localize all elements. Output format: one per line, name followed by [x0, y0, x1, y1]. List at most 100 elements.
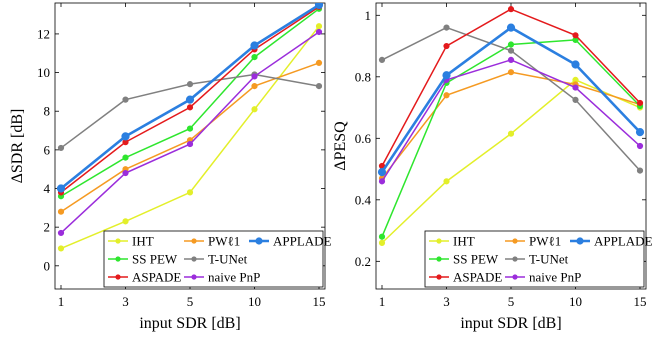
data-point — [443, 92, 450, 99]
legend-label: APPLADE — [594, 234, 653, 249]
x-tick-label: 5 — [508, 294, 515, 309]
data-point — [251, 106, 258, 113]
data-point — [122, 169, 129, 177]
data-point — [185, 95, 195, 104]
data-point — [572, 84, 579, 91]
legend-marker — [576, 237, 584, 245]
y-axis-label: ΔSDR [dB] — [9, 109, 26, 184]
legend-label: naive PnP — [208, 270, 260, 285]
x-tick-label: 10 — [248, 294, 261, 309]
data-point — [377, 168, 387, 177]
legend-label: SS PEW — [132, 252, 178, 267]
data-point — [250, 41, 259, 50]
data-point — [378, 178, 386, 185]
data-point — [57, 144, 65, 152]
data-point — [121, 132, 130, 141]
y-tick-label: 4 — [44, 181, 51, 196]
legend-marker — [255, 237, 263, 245]
legend-marker — [115, 238, 121, 244]
data-point — [186, 140, 194, 148]
data-point — [506, 23, 516, 32]
y-tick-label: 0 — [44, 258, 51, 273]
data-point — [57, 245, 65, 252]
x-axis-label: input SDR [dB] — [460, 315, 561, 332]
legend-label: IHT — [132, 234, 154, 249]
data-point — [443, 42, 450, 50]
legend-marker — [115, 256, 121, 262]
data-point — [636, 167, 644, 174]
legend-label: ASPADE — [453, 270, 502, 285]
y-tick-label: 0.4 — [355, 192, 372, 207]
data-point — [572, 32, 579, 39]
series-group — [377, 6, 645, 246]
legend-label: naive PnP — [529, 270, 581, 285]
legend: IHT PWℓ1 APPLADE SS PEW T-UNet ASPADE naive Pn… — [103, 230, 332, 288]
y-tick-label: 0.6 — [355, 131, 372, 146]
data-point — [186, 81, 194, 88]
legend-label: T-UNet — [529, 252, 569, 267]
data-point — [378, 56, 386, 63]
data-point — [507, 47, 515, 54]
y-tick-label: 2 — [44, 220, 51, 235]
data-point — [314, 3, 324, 10]
data-point — [507, 130, 515, 137]
y-axis-label: ΔPESQ — [332, 121, 349, 171]
data-point — [56, 184, 66, 193]
legend-marker — [512, 274, 518, 280]
x-tick-label: 3 — [122, 294, 129, 309]
legend-marker — [512, 256, 518, 262]
data-point — [251, 82, 258, 90]
legend-box — [424, 230, 645, 288]
data-point — [636, 142, 644, 150]
y-tick-label: 6 — [44, 142, 51, 157]
y-tick-label: 12 — [37, 26, 50, 41]
legend-marker — [115, 274, 121, 280]
data-point — [186, 125, 194, 132]
data-point — [636, 99, 644, 107]
series-line-aspade — [381, 8, 641, 167]
x-tick-label: 1 — [379, 294, 386, 309]
series-line-iht — [381, 79, 641, 244]
legend-label: PWℓ1 — [208, 234, 240, 249]
x-tick-label: 10 — [569, 294, 582, 309]
data-point — [122, 96, 129, 103]
data-point — [57, 229, 65, 237]
x-axis-label: input SDR [dB] — [139, 315, 240, 332]
data-point — [186, 189, 194, 196]
y-tick-label: 10 — [37, 65, 50, 80]
legend-marker — [191, 256, 197, 262]
data-point — [507, 6, 515, 13]
data-point — [251, 73, 258, 80]
data-point — [186, 104, 194, 111]
x-tick-label: 15 — [634, 294, 647, 309]
y-tick-label: 0.8 — [355, 69, 371, 84]
x-tick-label: 5 — [187, 294, 194, 309]
data-point — [507, 41, 515, 48]
data-point — [315, 23, 323, 30]
legend-marker — [191, 238, 197, 244]
data-point — [571, 60, 580, 69]
legend-marker — [436, 274, 442, 280]
data-point — [378, 239, 386, 246]
x-tick-label: 3 — [443, 294, 450, 309]
legend-label: APPLADE — [273, 234, 332, 249]
data-point — [635, 128, 645, 137]
data-point — [57, 208, 65, 215]
panel-delta-pesq: 1 3 5 10 15 0.2 0.4 0.6 0.8 1 input SDR [dB] ΔPESQ I… — [332, 2, 653, 332]
data-point — [378, 233, 386, 240]
legend-label: T-UNet — [208, 252, 248, 267]
legend-label: SS PEW — [453, 252, 499, 267]
legend-label: ASPADE — [132, 270, 181, 285]
data-point — [507, 69, 515, 76]
data-point — [251, 54, 258, 61]
legend-box — [103, 230, 324, 288]
data-point — [315, 82, 323, 90]
y-tick-label: 0.2 — [355, 254, 371, 269]
data-point — [122, 154, 129, 161]
legend-label: PWℓ1 — [529, 234, 561, 249]
series-group — [56, 3, 324, 252]
x-tick-label: 15 — [313, 294, 326, 309]
legend-marker — [436, 238, 442, 244]
